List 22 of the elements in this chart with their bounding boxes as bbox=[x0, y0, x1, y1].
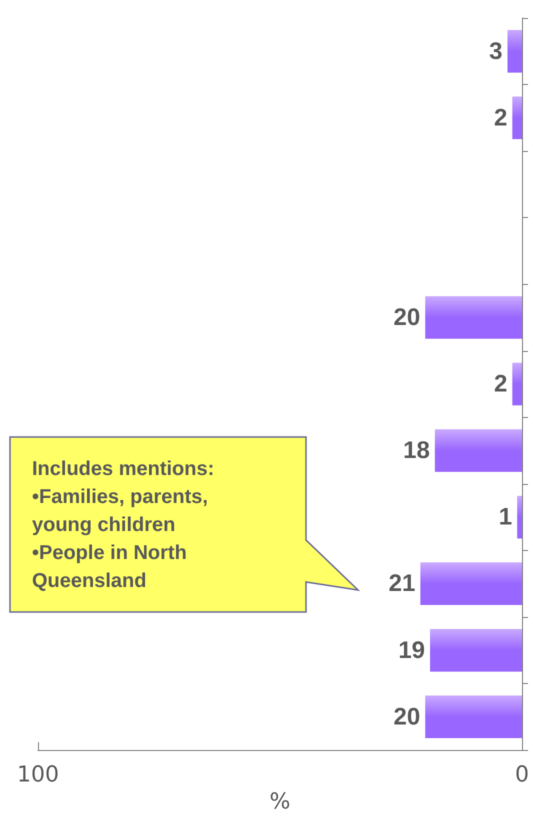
bar bbox=[425, 296, 522, 339]
bar bbox=[517, 496, 522, 538]
bar bbox=[430, 628, 522, 672]
bar bbox=[512, 96, 522, 140]
data-label: 19 bbox=[398, 636, 426, 664]
data-label: 3 bbox=[489, 38, 502, 65]
data-label: 1 bbox=[498, 504, 512, 531]
data-label: 20 bbox=[393, 304, 420, 331]
bar bbox=[434, 429, 522, 472]
data-label: 18 bbox=[403, 437, 430, 464]
x-tick-label: 100 bbox=[17, 762, 59, 788]
data-label: 2 bbox=[494, 370, 508, 398]
bar bbox=[507, 30, 522, 73]
data-label: 21 bbox=[388, 570, 416, 598]
annotation: Includes mentions: •Families, parents, young children •People in North Queensland bbox=[32, 458, 214, 592]
data-label: 2 bbox=[494, 104, 508, 132]
bar bbox=[425, 696, 522, 738]
data-label: 20 bbox=[393, 703, 420, 730]
x-axis-title: % bbox=[270, 790, 290, 814]
bar bbox=[512, 362, 522, 406]
bar bbox=[420, 562, 522, 606]
x-tick-label: 0 bbox=[515, 762, 529, 788]
